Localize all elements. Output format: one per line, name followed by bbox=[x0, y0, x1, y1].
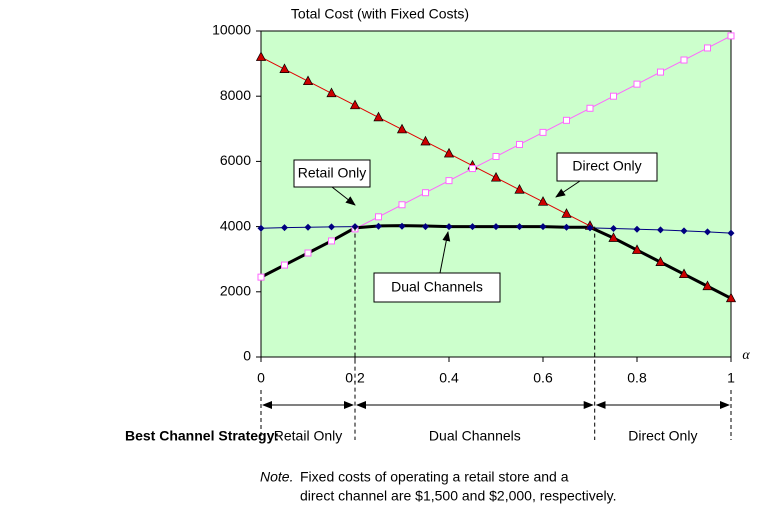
point bbox=[516, 223, 523, 231]
point bbox=[328, 223, 335, 231]
point bbox=[631, 244, 643, 254]
arrow bbox=[439, 231, 451, 274]
point bbox=[375, 222, 382, 230]
point bbox=[490, 171, 502, 182]
point bbox=[328, 237, 335, 245]
point bbox=[633, 225, 641, 233]
x-axis-label: α bbox=[742, 348, 750, 363]
point bbox=[633, 80, 641, 88]
point bbox=[610, 225, 617, 233]
point bbox=[492, 223, 500, 231]
point bbox=[326, 87, 337, 98]
point bbox=[281, 224, 288, 232]
x-tick-label: 0.2 bbox=[345, 370, 365, 386]
point bbox=[443, 147, 455, 158]
point bbox=[678, 268, 690, 279]
point bbox=[445, 223, 453, 231]
point bbox=[302, 75, 314, 86]
point bbox=[586, 104, 594, 112]
x-tick-label: 0 bbox=[257, 370, 265, 386]
strategy-label: Best Channel Strategy: bbox=[125, 428, 279, 444]
point bbox=[304, 249, 312, 257]
point bbox=[398, 222, 406, 230]
region-label: Retail Only bbox=[274, 428, 342, 444]
chart-title: Total Cost (with Fixed Costs) bbox=[291, 6, 469, 22]
y-tick-label: 4000 bbox=[220, 217, 251, 233]
point bbox=[657, 226, 664, 234]
note-line: direct channel are $1,500 and $2,000, re… bbox=[300, 488, 617, 504]
point bbox=[725, 292, 737, 303]
point bbox=[680, 56, 688, 64]
point bbox=[257, 273, 265, 281]
point bbox=[657, 68, 664, 76]
point bbox=[561, 208, 572, 218]
point bbox=[702, 280, 713, 291]
y-tick-label: 2000 bbox=[220, 283, 251, 299]
note-lead: Note. bbox=[260, 469, 293, 485]
point bbox=[469, 223, 476, 231]
point bbox=[610, 92, 617, 100]
point bbox=[516, 140, 523, 148]
point bbox=[349, 99, 361, 110]
point bbox=[727, 32, 735, 40]
region-label: Dual Channels bbox=[429, 428, 521, 444]
point bbox=[586, 224, 594, 232]
point bbox=[608, 232, 619, 242]
plot-area bbox=[260, 30, 732, 358]
arrow bbox=[331, 186, 356, 206]
point bbox=[422, 223, 429, 231]
annotation-box bbox=[556, 152, 658, 182]
point bbox=[680, 227, 688, 235]
x-tick-label: 0.6 bbox=[533, 370, 553, 386]
point bbox=[304, 223, 312, 231]
point bbox=[492, 153, 500, 161]
annotation-box bbox=[293, 159, 371, 188]
annotation-box bbox=[373, 272, 501, 303]
x-tick-label: 0.8 bbox=[627, 370, 647, 386]
point bbox=[704, 44, 711, 52]
point bbox=[375, 213, 382, 221]
point bbox=[537, 196, 549, 206]
point bbox=[279, 63, 290, 73]
x-tick-label: 0.4 bbox=[439, 370, 459, 386]
point bbox=[420, 135, 431, 146]
point bbox=[514, 184, 525, 194]
point bbox=[704, 228, 711, 236]
annotation: Direct Only bbox=[572, 158, 641, 174]
point bbox=[257, 224, 265, 232]
note-line: Fixed costs of operating a retail store … bbox=[300, 469, 569, 485]
point bbox=[445, 177, 453, 185]
y-tick-label: 6000 bbox=[220, 152, 251, 168]
annotation: Retail Only bbox=[298, 165, 366, 181]
point bbox=[469, 165, 476, 173]
point bbox=[281, 261, 288, 269]
annotation: Dual Channels bbox=[391, 279, 483, 295]
y-tick-label: 0 bbox=[243, 348, 251, 364]
y-tick-label: 8000 bbox=[220, 87, 251, 103]
y-tick-label: 10000 bbox=[212, 22, 251, 38]
point bbox=[396, 123, 408, 134]
point bbox=[563, 223, 570, 231]
point bbox=[373, 111, 384, 122]
point bbox=[655, 256, 666, 266]
point bbox=[422, 189, 429, 197]
point bbox=[727, 229, 735, 237]
x-tick-label: 1 bbox=[727, 370, 735, 386]
point bbox=[398, 201, 406, 209]
point bbox=[563, 116, 570, 124]
point bbox=[539, 128, 547, 136]
region-label: Direct Only bbox=[628, 428, 697, 444]
point bbox=[539, 223, 547, 231]
point bbox=[255, 51, 267, 61]
arrow bbox=[555, 180, 581, 198]
